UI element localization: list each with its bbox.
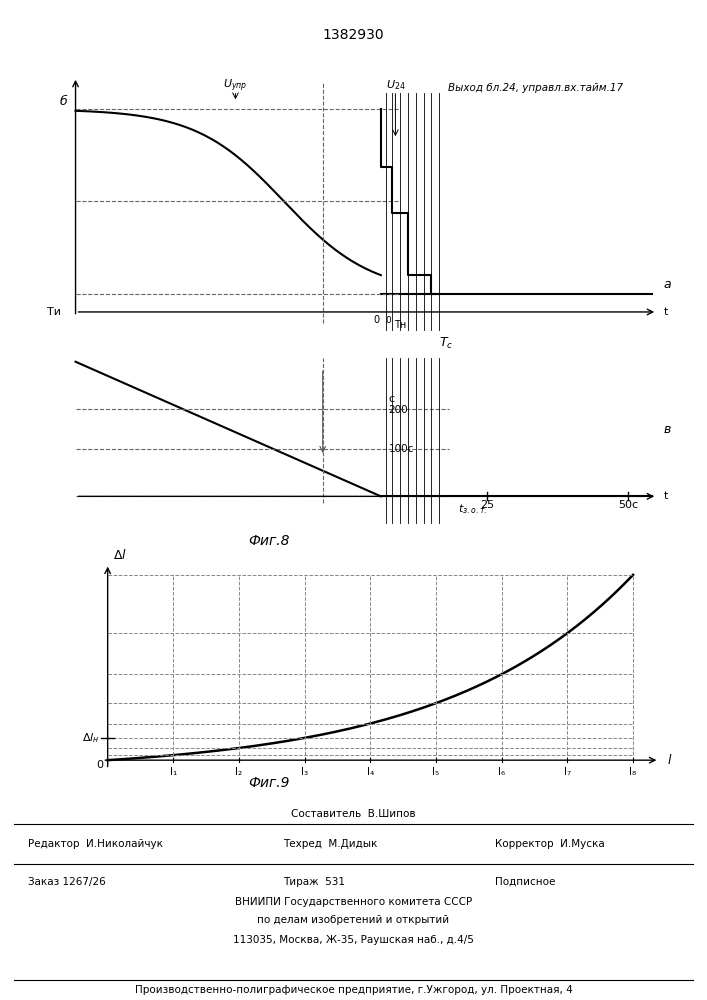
Text: с: с bbox=[389, 394, 395, 404]
Text: Производственно-полиграфическое предприятие, г.Ужгород, ул. Проектная, 4: Производственно-полиграфическое предприя… bbox=[134, 985, 573, 995]
Text: t: t bbox=[664, 307, 668, 317]
Text: б: б bbox=[60, 95, 68, 108]
Text: Фиг.9: Фиг.9 bbox=[248, 776, 289, 790]
Text: $\Delta l$: $\Delta l$ bbox=[113, 548, 127, 562]
Text: $U_{упр}$: $U_{упр}$ bbox=[223, 78, 247, 94]
Text: l₁: l₁ bbox=[170, 767, 177, 777]
Text: Tн: Tн bbox=[394, 320, 407, 330]
Text: Техред  М.Дидык: Техред М.Дидык bbox=[283, 839, 377, 849]
Text: в: в bbox=[664, 423, 671, 436]
Text: $t_{з.о.т.}$: $t_{з.о.т.}$ bbox=[458, 502, 488, 516]
Text: 0: 0 bbox=[373, 315, 379, 325]
Text: Заказ 1267/26: Заказ 1267/26 bbox=[28, 877, 106, 887]
Text: l₄: l₄ bbox=[367, 767, 374, 777]
Text: Выход бл.24, управл.вх.тайм.17: Выход бл.24, управл.вх.тайм.17 bbox=[448, 83, 624, 93]
Text: $T_c$: $T_c$ bbox=[439, 336, 453, 351]
Text: 113035, Москва, Ж-35, Раушская наб., д.4/5: 113035, Москва, Ж-35, Раушская наб., д.4… bbox=[233, 935, 474, 945]
Text: l₆: l₆ bbox=[498, 767, 506, 777]
Text: Тираж  531: Тираж 531 bbox=[283, 877, 345, 887]
Text: Подписное: Подписное bbox=[495, 877, 555, 887]
Text: $U_{24}$: $U_{24}$ bbox=[385, 78, 405, 92]
Text: $\Delta l_{н}$: $\Delta l_{н}$ bbox=[82, 731, 100, 745]
Text: 25: 25 bbox=[481, 500, 495, 510]
Text: 200: 200 bbox=[389, 405, 408, 415]
Text: l₅: l₅ bbox=[433, 767, 440, 777]
Text: l₈: l₈ bbox=[629, 767, 636, 777]
Text: Корректор  И.Муска: Корректор И.Муска bbox=[495, 839, 604, 849]
Text: l₇: l₇ bbox=[563, 767, 571, 777]
Text: Фиг.8: Фиг.8 bbox=[248, 534, 289, 548]
Text: 1382930: 1382930 bbox=[322, 28, 385, 42]
Text: Tи: Tи bbox=[47, 307, 61, 317]
Text: 50с: 50с bbox=[618, 500, 638, 510]
Text: по делам изобретений и открытий: по делам изобретений и открытий bbox=[257, 915, 450, 925]
Text: t: t bbox=[664, 491, 668, 501]
Text: l₃: l₃ bbox=[301, 767, 308, 777]
Text: Составитель  В.Шипов: Составитель В.Шипов bbox=[291, 809, 416, 819]
Text: Редактор  И.Николайчук: Редактор И.Николайчук bbox=[28, 839, 163, 849]
Text: a: a bbox=[664, 278, 672, 291]
Text: 100с: 100с bbox=[389, 444, 414, 454]
Text: 0: 0 bbox=[96, 760, 103, 770]
Text: ВНИИПИ Государственного комитета СССР: ВНИИПИ Государственного комитета СССР bbox=[235, 897, 472, 907]
Text: l: l bbox=[667, 754, 671, 767]
Text: 0: 0 bbox=[386, 316, 392, 325]
Text: l₂: l₂ bbox=[235, 767, 243, 777]
